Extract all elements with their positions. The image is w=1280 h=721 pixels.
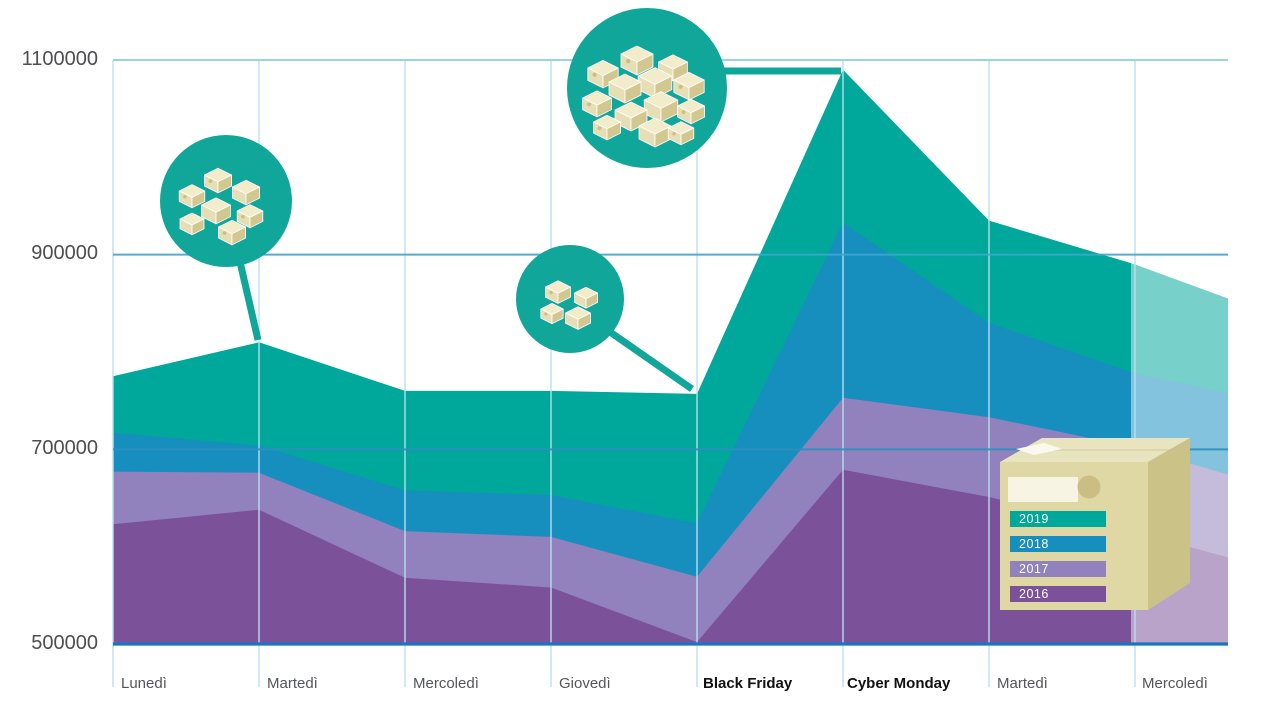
box-hole-detail — [544, 312, 548, 316]
box-hole-detail — [183, 194, 187, 199]
x-axis-category-label: Martedì — [997, 675, 1048, 692]
box-side-face — [551, 308, 564, 325]
packages-pile-large-icon — [567, 8, 727, 168]
box-hole-detail — [549, 290, 553, 295]
box-side-face — [245, 186, 261, 206]
box-hole-detail — [222, 231, 227, 235]
y-axis-tick-label: 900000 — [31, 242, 98, 264]
callout-connector-line — [236, 261, 262, 341]
box-side-face — [690, 105, 705, 125]
box-hole-detail — [626, 58, 631, 64]
box-side-face — [680, 127, 695, 146]
box-side-face — [624, 81, 642, 104]
legend-item-2016: 2016 — [1010, 586, 1106, 602]
packages-pile-medium-icon — [160, 135, 292, 267]
x-axis-category-label: Giovedì — [559, 675, 611, 692]
packages-pile-small-icon — [516, 245, 624, 353]
y-axis-tick-label: 700000 — [31, 437, 98, 459]
box-side-face — [577, 312, 591, 330]
x-axis-category-label-cyber-monday: Cyber Monday — [847, 675, 951, 692]
box-side-face — [602, 67, 619, 89]
box-side-face — [585, 292, 598, 309]
legend-item-2019: 2019 — [1010, 511, 1106, 527]
box-hole-detail — [241, 214, 245, 219]
box-hole-detail — [597, 126, 602, 130]
y-axis-tick-label: 1100000 — [21, 48, 98, 70]
box-hole-detail — [678, 84, 683, 89]
area-series-2016 — [113, 469, 1228, 644]
callout-connector-line — [608, 329, 694, 392]
legend-box-address-label — [1008, 477, 1078, 502]
box-side-face — [249, 210, 264, 229]
box-side-face — [557, 286, 571, 304]
y-axis-tick-label: 500000 — [31, 632, 98, 654]
box-side-face — [215, 204, 231, 225]
box-hole-detail — [681, 110, 686, 114]
x-axis-category-label-black-friday: Black Friday — [703, 675, 793, 692]
box-side-face — [596, 97, 612, 118]
box-side-face — [636, 53, 654, 76]
box-side-face — [630, 109, 648, 132]
x-axis-category-label: Lunedì — [121, 675, 167, 692]
legend-item-2017: 2017 — [1010, 561, 1106, 577]
legend-box-hole-icon — [1077, 475, 1101, 499]
box-side-face — [217, 174, 233, 194]
box-side-face — [672, 61, 688, 82]
box-side-face — [231, 226, 247, 246]
x-axis-category-label: Mercoledì — [1142, 675, 1208, 692]
box-hole-detail — [208, 179, 213, 183]
x-axis-category-label: Martedì — [267, 675, 318, 692]
legend-box-top-sticker — [1016, 443, 1062, 455]
x-axis-category-label: Mercoledì — [413, 675, 479, 692]
box-hole-detail — [587, 102, 592, 107]
box-hole-detail — [672, 131, 676, 136]
legend-box-illustration — [1000, 438, 1190, 610]
callout-circle — [516, 245, 624, 353]
box-side-face — [191, 218, 205, 236]
box-side-face — [606, 121, 621, 141]
box-hole-detail — [592, 72, 597, 77]
legend-item-2018: 2018 — [1010, 536, 1106, 552]
legend-box-side-face — [1148, 438, 1190, 610]
box-side-face — [191, 190, 206, 209]
